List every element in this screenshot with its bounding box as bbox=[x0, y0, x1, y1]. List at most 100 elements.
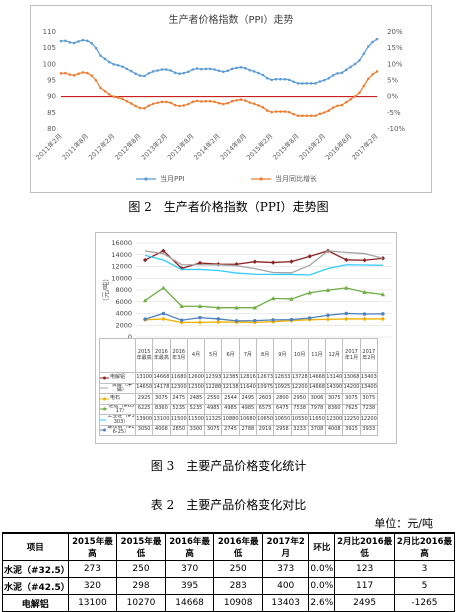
data-point bbox=[366, 45, 370, 48]
table-value: 7625 bbox=[343, 404, 361, 415]
legend-marker bbox=[103, 397, 106, 401]
table-value: 12200 bbox=[360, 415, 378, 426]
table-value: 3075 bbox=[326, 394, 344, 405]
category-label: 8月 bbox=[256, 339, 275, 373]
data-point bbox=[179, 318, 184, 323]
header-row: 项目 2015年最高 2015年最低 2016年最高 2016年最低 2017年2月 环比 2… bbox=[2, 532, 456, 561]
data-point bbox=[116, 64, 120, 67]
data-point bbox=[179, 266, 184, 271]
data-point bbox=[213, 68, 216, 71]
x-tick-label: 2017年2月 bbox=[350, 131, 380, 161]
table-cell: 电解铝 bbox=[2, 594, 69, 612]
table-cell: 14668 bbox=[164, 594, 215, 612]
x-tick-label: 2011年8月 bbox=[60, 131, 90, 161]
data-point bbox=[336, 104, 339, 107]
table-value: 13100 bbox=[153, 415, 171, 426]
table-cell: 2.6% bbox=[308, 594, 336, 612]
data-point bbox=[307, 254, 312, 259]
table-cell: 13403 bbox=[261, 594, 310, 612]
ppi-chart: 生产者价格指数（PPI）走势 80 85 90 95 100 105 110 -10% -5% 0… bbox=[30, 5, 432, 193]
y2-tick-label: 15% bbox=[387, 44, 403, 52]
table-value: 4008 bbox=[153, 425, 171, 436]
data-point bbox=[362, 290, 367, 294]
legend-marker bbox=[103, 376, 106, 380]
data-point bbox=[198, 315, 202, 320]
legend-swatch bbox=[100, 419, 107, 421]
data-point bbox=[331, 106, 335, 109]
table-value: 7978 bbox=[308, 404, 327, 415]
data-point bbox=[283, 110, 287, 113]
y-axis-label: （元/吨） bbox=[101, 275, 110, 305]
table-value: 3006 bbox=[308, 394, 327, 405]
table-value: 2544 bbox=[222, 394, 240, 405]
table-value: 12138 bbox=[222, 383, 240, 394]
data-point bbox=[344, 257, 349, 263]
data-point bbox=[178, 72, 181, 75]
data-point bbox=[165, 100, 168, 104]
data-point bbox=[112, 95, 115, 98]
table-value: 14200 bbox=[343, 383, 361, 394]
data-point bbox=[274, 77, 278, 81]
data-point bbox=[375, 37, 379, 41]
data-point bbox=[217, 101, 221, 105]
table-value: 3075 bbox=[343, 394, 361, 405]
data-point bbox=[366, 77, 370, 81]
table-cell: 5 bbox=[393, 577, 456, 595]
data-point bbox=[64, 39, 67, 43]
table-value: 10550 bbox=[291, 415, 309, 426]
legend-entry: 黄磷（净磷） bbox=[100, 383, 136, 394]
data-point bbox=[200, 100, 203, 103]
data-point bbox=[138, 74, 142, 77]
data-point bbox=[86, 39, 89, 43]
table-cell: 水泥（#32.5） bbox=[2, 560, 70, 578]
y-tick-label: 85 bbox=[47, 109, 56, 117]
table-value: 12673 bbox=[256, 373, 275, 384]
header-cell: 2月比2016最高 bbox=[393, 532, 456, 561]
data-point bbox=[161, 316, 166, 322]
data-point bbox=[314, 82, 317, 85]
data-point bbox=[142, 298, 148, 303]
x-tick-label: 2016年2月 bbox=[297, 131, 327, 161]
x-tick-label: 2013年2月 bbox=[139, 131, 169, 161]
x-tick-label: 2014年2月 bbox=[192, 131, 222, 161]
table-value: 10650 bbox=[256, 415, 275, 426]
data-table: 2015年最高 2016年最高 2016年3月 4月 5月 6月 7月 8月 9月 10月 11月 1… bbox=[99, 338, 378, 436]
header-cell: 2016年最高 bbox=[164, 532, 215, 561]
data-point bbox=[323, 78, 326, 82]
header-cell: 2016年最低 bbox=[213, 532, 263, 561]
data-point bbox=[213, 100, 216, 104]
data-point bbox=[68, 41, 72, 44]
data-point bbox=[208, 67, 212, 71]
y-tick-label: 2000 bbox=[115, 321, 132, 329]
x-tick-label: 2015年2月 bbox=[244, 131, 274, 161]
y2-tick-label: 0% bbox=[387, 93, 398, 101]
table-value: 2850 bbox=[170, 425, 188, 436]
table-cell: 250 bbox=[116, 560, 166, 578]
legend-label: 电石 bbox=[110, 394, 121, 401]
table-value: 12385 bbox=[222, 373, 240, 384]
data-point bbox=[116, 96, 120, 99]
data-point bbox=[230, 99, 234, 103]
x-tick-label: 2013年8月 bbox=[165, 131, 195, 161]
data-point bbox=[309, 82, 313, 85]
data-point bbox=[94, 46, 98, 50]
table-value: 4985 bbox=[205, 404, 223, 415]
table-value: 5235 bbox=[170, 404, 188, 415]
category-label: 2017年1月 bbox=[343, 339, 361, 373]
data-point bbox=[292, 112, 295, 116]
data-point bbox=[90, 74, 94, 77]
data-point bbox=[121, 65, 124, 68]
category-label: 12月 bbox=[326, 339, 344, 373]
table-cell: 10908 bbox=[213, 594, 263, 612]
table-value: 2745 bbox=[222, 425, 240, 436]
header-cell: 2015年最低 bbox=[116, 532, 166, 561]
y-tick-label: 100 bbox=[43, 60, 56, 68]
data-point bbox=[186, 102, 190, 106]
data-point bbox=[90, 42, 94, 45]
data-point bbox=[143, 74, 146, 78]
data-point bbox=[178, 104, 181, 108]
data-point bbox=[253, 318, 257, 323]
data-point bbox=[309, 114, 313, 118]
table-cell: 283 bbox=[213, 577, 263, 595]
data-point bbox=[129, 102, 133, 105]
